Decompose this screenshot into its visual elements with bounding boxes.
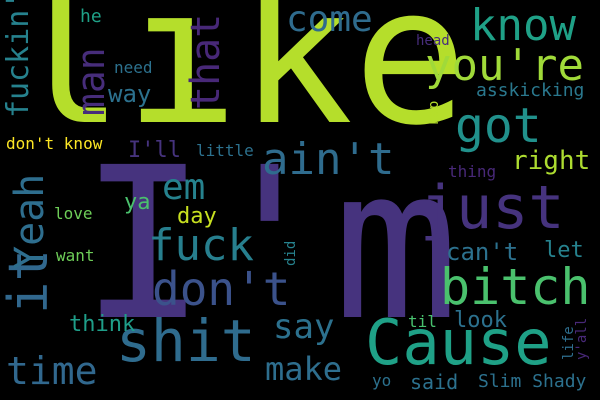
word-did: did [283, 240, 299, 266]
word-love: love [54, 204, 93, 223]
word-got: got [455, 98, 542, 154]
word-asskicking: asskicking [476, 80, 585, 101]
word-make: make [265, 350, 343, 388]
word-day: day [177, 204, 217, 229]
word-that: that [183, 13, 229, 110]
word-yeah: Yeah [7, 173, 53, 270]
word-look: look [454, 308, 507, 333]
word-fuck: fuck [148, 220, 254, 271]
word-need: need [114, 58, 153, 77]
word-em: em [162, 167, 206, 208]
word-come: fuckin' [1, 0, 36, 118]
word-let: let [544, 238, 584, 263]
word-just: just [420, 173, 565, 243]
word-want: want [56, 246, 95, 265]
word-ya: ya [124, 190, 151, 215]
word-fuckin: come [286, 0, 373, 40]
word-shit: shit [116, 307, 256, 375]
word-he: he [80, 6, 102, 27]
word-im: I'm [80, 122, 460, 367]
word-cause: Cause [365, 306, 552, 379]
word-like: like [10, 0, 468, 167]
word-rap: rap [426, 100, 442, 126]
word-know: know [470, 0, 576, 51]
word-dont: don't [152, 262, 291, 316]
word-way: way [108, 80, 152, 108]
word-dontknow: don't know [6, 134, 103, 153]
word-say: say [273, 307, 335, 347]
word-aint: ain't [262, 134, 395, 185]
word-slimshady: Slim Shady [478, 371, 587, 392]
word-right: right [512, 146, 591, 176]
word-man: man [69, 47, 113, 116]
word-time: time [6, 349, 98, 393]
word-little: little [196, 141, 254, 160]
word-yall: y'all [574, 317, 590, 360]
word-bitch: bitch [440, 258, 591, 316]
word-youre: you're [425, 40, 584, 91]
word-think: think [69, 312, 136, 337]
word-yo: yo [372, 371, 392, 390]
word-thing: thing [448, 162, 497, 181]
word-said: said [410, 370, 459, 394]
word-ill: I'll [128, 138, 181, 163]
word-cant: can't [446, 238, 519, 266]
word-head: head [416, 33, 450, 49]
word-til: til [408, 312, 437, 331]
